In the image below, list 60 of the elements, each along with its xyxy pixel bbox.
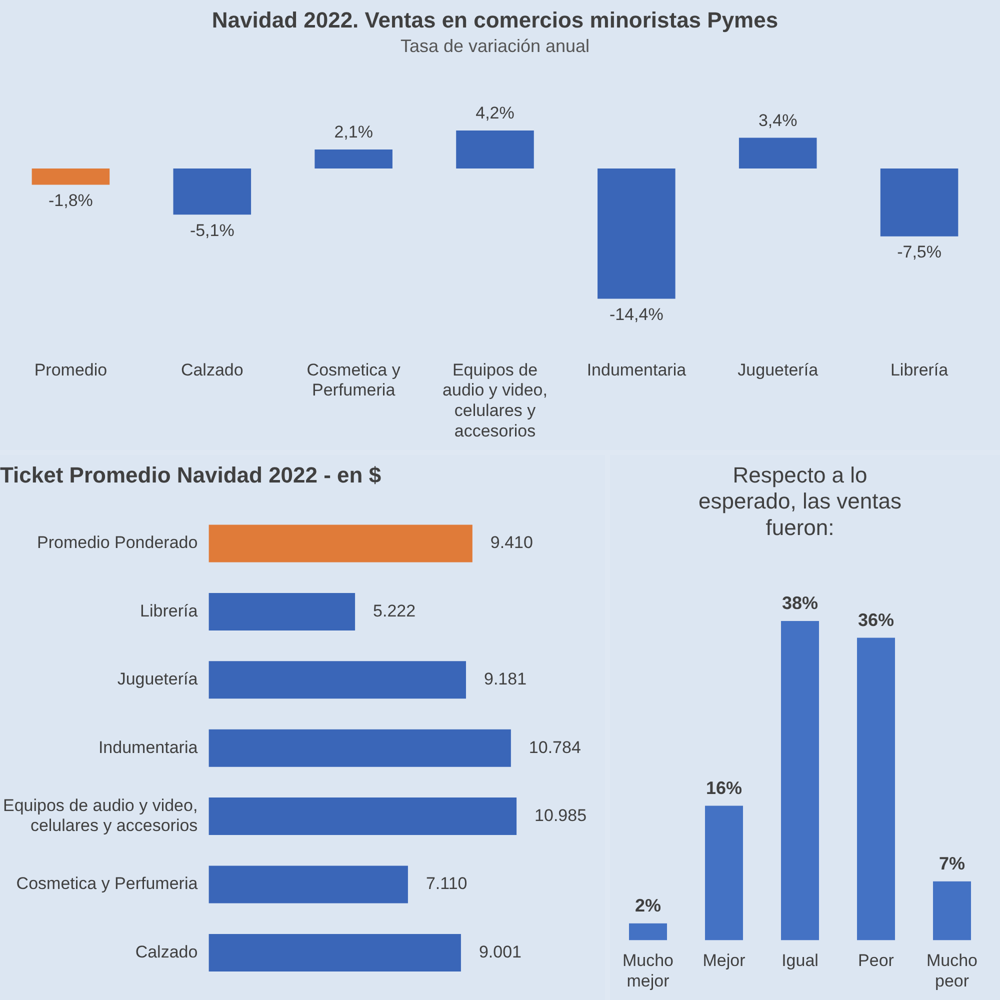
y-tick-label: Indumentaria (98, 738, 198, 757)
data-label: 2,1% (334, 122, 373, 142)
data-label: -7,5% (897, 242, 942, 262)
data-label: 10.784 (528, 738, 581, 757)
bar (933, 881, 971, 940)
data-label: -5,1% (190, 220, 234, 240)
y-tick-label: Equipos de audio y video, celulares y accesorios (2, 796, 198, 836)
chart-subtitle: Tasa de variación anual (400, 36, 590, 56)
data-label: 2% (634, 895, 662, 916)
data-label: 7% (938, 853, 966, 874)
y-tick-label: Librería (140, 601, 198, 620)
bar (598, 168, 676, 299)
x-tick-label: Juguetería (738, 360, 819, 380)
chart-title: Respecto a lo esperado, las ventas fueron: (698, 462, 902, 540)
bar (629, 923, 667, 940)
bar (314, 149, 392, 168)
x-tick-label: Mucho mejor (622, 951, 674, 990)
chart-title: Navidad 2022. Ventas en comercios minoristas Pymes (212, 7, 778, 32)
bar (32, 168, 110, 185)
x-tick-label: Cosmetica y Perfumeria (306, 360, 401, 400)
data-label: 3,4% (758, 110, 798, 130)
bar (456, 130, 534, 168)
data-label: 38% (782, 592, 818, 613)
data-label: 9.001 (478, 942, 522, 962)
y-tick-label: Cosmetica y Perfumeria (16, 874, 198, 894)
data-label: 9.410 (490, 533, 533, 552)
bar (208, 661, 466, 699)
data-label: 16% (706, 778, 742, 798)
x-tick-label: Promedio (34, 360, 108, 380)
x-tick-label: Calzado (180, 360, 244, 380)
bar (857, 638, 895, 940)
bar (208, 866, 408, 904)
data-label: 4,2% (476, 104, 514, 123)
bar (173, 168, 252, 215)
bar (208, 934, 461, 972)
data-label: -14,4% (609, 304, 664, 324)
bar (208, 524, 472, 562)
bar (208, 798, 517, 836)
x-tick-label: Librería (890, 360, 949, 380)
x-tick-label: Mejor (702, 951, 746, 970)
bar (880, 168, 958, 236)
bar (208, 729, 511, 767)
y-tick-label: Juguetería (117, 670, 198, 689)
bar (738, 138, 817, 168)
x-tick-label: Peor (858, 951, 894, 970)
data-label: 5.222 (373, 601, 416, 620)
data-label: 36% (858, 610, 894, 630)
y-tick-label: Promedio Ponderado (37, 533, 198, 552)
data-label: 7.110 (426, 874, 468, 894)
data-label: 9.181 (484, 670, 527, 689)
x-tick-label: Mucho peor (926, 951, 978, 990)
x-tick-label: Indumentaria (586, 360, 687, 380)
bar (208, 592, 356, 630)
bar (705, 806, 743, 940)
chart-title: Ticket Promedio Navidad 2022 - en $ (0, 462, 382, 488)
x-tick-label: Igual (782, 951, 818, 970)
x-tick-label: Equipos de audio y video, celulares y accesorios (442, 360, 548, 440)
bar (781, 621, 819, 940)
data-label: -1,8% (48, 190, 93, 210)
data-label: 10.985 (534, 806, 587, 825)
